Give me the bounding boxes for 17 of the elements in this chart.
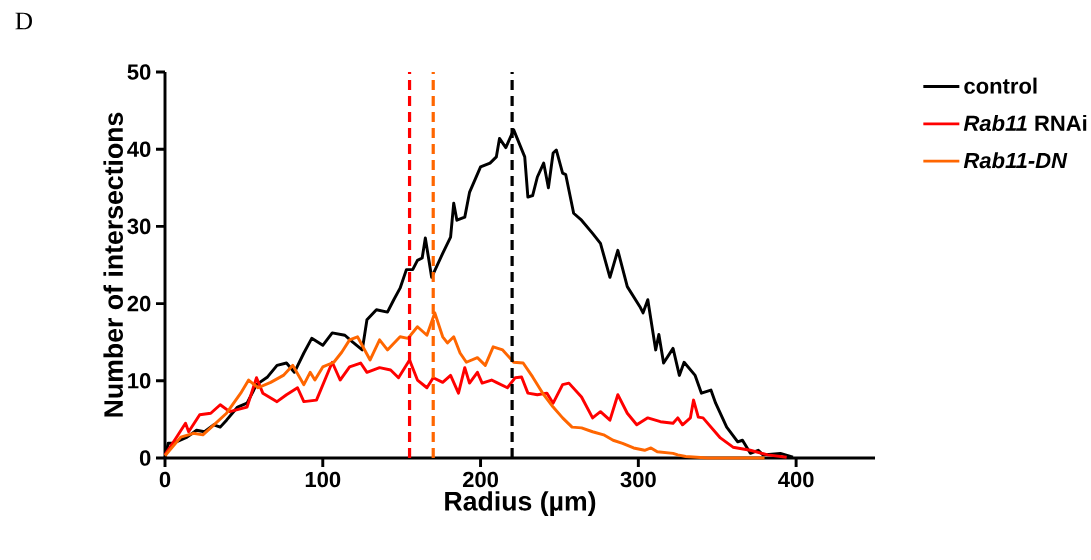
legend-label: Rab11-DN	[963, 152, 1068, 169]
x-axis-title: Radius (µm)	[445, 491, 596, 516]
y-axis-title: Number of intersections	[103, 112, 123, 417]
y-tick-label: 10	[128, 373, 151, 389]
y-tick-label: 0	[139, 450, 151, 466]
x-tick-label: 400	[778, 471, 814, 488]
y-tick-label: 40	[127, 141, 151, 157]
text: D	[15, 12, 32, 30]
x-tick-label: 100	[305, 471, 341, 488]
y-tick-label: 30	[127, 218, 151, 235]
y-tick-label: 50	[127, 64, 151, 80]
x-tick-label: 0	[159, 471, 171, 488]
x-tick-label: 300	[620, 471, 656, 488]
y-tick-label: 20	[127, 295, 151, 312]
x-tick-label: 200	[462, 471, 498, 488]
legend-label: control	[964, 77, 1037, 94]
legend-label: Rab11 RNAi	[963, 114, 1087, 132]
